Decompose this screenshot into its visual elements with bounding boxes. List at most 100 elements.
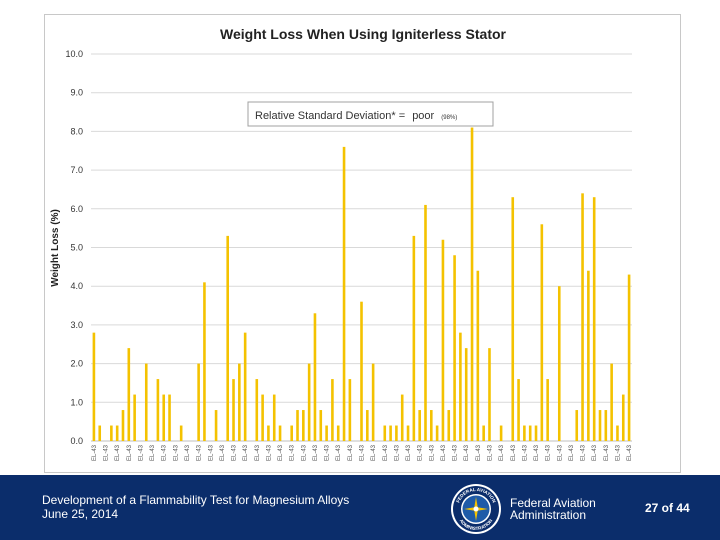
- x-tick-label: EL-43: [255, 444, 261, 461]
- x-tick-label: EL-43: [150, 444, 156, 461]
- bar: [627, 274, 631, 441]
- bar: [162, 394, 166, 441]
- bar: [110, 425, 113, 441]
- x-tick-label: EL-43: [348, 444, 354, 461]
- x-tick-label: EL-43: [360, 444, 366, 461]
- bar: [296, 410, 299, 441]
- bar: [197, 363, 200, 441]
- bar: [383, 425, 387, 441]
- y-tick-labels: 0.0 1.0 2.0 3.0 4.0 5.0 6.0 7.0 8.0 9.0 10.0: [65, 49, 83, 446]
- bar: [232, 379, 235, 441]
- x-tick-label: EL-43: [615, 444, 621, 461]
- bar: [342, 146, 346, 441]
- x-tick-label: EL-43: [592, 444, 598, 461]
- y-tick-label: 8.0: [70, 126, 83, 136]
- bar: [546, 379, 549, 441]
- footer-bar: Development of a Flammability Test for M…: [0, 475, 720, 540]
- bar: [325, 425, 328, 441]
- x-tick-label: EL-43: [290, 444, 296, 461]
- y-tick-label: 4.0: [70, 281, 83, 291]
- bar: [470, 127, 474, 441]
- x-tick-label: EL-43: [173, 444, 179, 461]
- x-tick-label: EL-43: [534, 444, 540, 461]
- x-tick-label: EL-43: [522, 444, 528, 461]
- bar: [499, 425, 503, 441]
- x-tick-label: EL-43: [383, 444, 389, 461]
- bar: [459, 332, 462, 441]
- bar: [179, 425, 183, 441]
- x-tick-label: EL-43: [476, 444, 482, 461]
- bar: [313, 313, 317, 441]
- bar: [511, 197, 515, 441]
- bars: [92, 127, 631, 441]
- x-tick-label: EL-43: [208, 444, 214, 461]
- x-tick-label: EL-43: [197, 444, 203, 461]
- x-tick-label: EL-43: [604, 444, 610, 461]
- x-tick-label: EL-43: [627, 444, 633, 461]
- bar: [528, 425, 532, 441]
- bar: [412, 235, 416, 441]
- x-tick-label: EL-43: [429, 444, 435, 461]
- bar: [453, 255, 456, 441]
- bar: [261, 394, 264, 441]
- bar: [464, 348, 468, 441]
- x-tick-label: EL-43: [232, 444, 238, 461]
- bar: [92, 332, 96, 441]
- bar: [400, 394, 404, 441]
- bar: [290, 425, 293, 441]
- y-tick-label: 2.0: [70, 359, 83, 369]
- rsd-annotation: Relative Standard Deviation* = poor (98%…: [247, 101, 494, 127]
- bar: [267, 425, 270, 441]
- bar: [406, 425, 410, 441]
- x-tick-label: EL-43: [511, 444, 517, 461]
- annotation-label: Relative Standard Deviation* =: [255, 110, 405, 122]
- bar: [121, 410, 125, 441]
- x-tick-label: EL-43: [371, 444, 377, 461]
- x-tick-label: EL-43: [569, 444, 575, 461]
- x-tick-label: EL-43: [115, 444, 121, 461]
- bar: [226, 235, 229, 441]
- x-tick-label: EL-43: [313, 444, 319, 461]
- bar: [98, 425, 102, 441]
- bar: [133, 394, 136, 441]
- y-axis-label: Weight Loss (%): [50, 209, 61, 287]
- bar: [604, 410, 608, 441]
- bar: [424, 204, 427, 441]
- bar: [581, 193, 584, 441]
- bar: [447, 410, 451, 441]
- bar: [302, 410, 305, 441]
- x-tick-label: EL-43: [557, 444, 563, 461]
- x-tick-label: EL-43: [92, 444, 98, 461]
- x-tick-label: EL-43: [278, 444, 284, 461]
- annotation-value: poor: [412, 110, 434, 122]
- bar: [540, 224, 544, 441]
- bar: [238, 363, 241, 441]
- page-number: 27 of 44: [645, 501, 690, 515]
- presentation-title: Development of a Flammability Test for M…: [42, 493, 350, 507]
- y-tick-label: 9.0: [70, 88, 83, 98]
- bar: [371, 363, 375, 441]
- bar: [278, 425, 282, 441]
- bar: [430, 410, 433, 441]
- x-tick-label: EL-43: [441, 444, 447, 461]
- bar: [575, 410, 579, 441]
- bar: [127, 348, 131, 441]
- chart-frame: Weight Loss When Using Igniterless Stato…: [44, 14, 681, 473]
- x-tick-label: EL-43: [336, 444, 342, 461]
- bar: [482, 425, 485, 441]
- x-tick-label: EL-43: [487, 444, 493, 461]
- bar: [395, 425, 398, 441]
- bar: [272, 394, 276, 441]
- x-tick-label: EL-43: [546, 444, 552, 461]
- x-tick-labels: EL-43 EL-43 EL-43 EL-43 EL-43 EL-43 EL-43 EL-43…: [92, 444, 633, 461]
- chart-title: Weight Loss When Using Igniterless Stato…: [220, 26, 507, 42]
- grid-lines: [91, 53, 632, 442]
- bar: [360, 301, 363, 441]
- bar: [476, 270, 480, 441]
- bar: [214, 410, 218, 441]
- bar: [319, 410, 323, 441]
- bar: [115, 425, 119, 441]
- bar: [441, 239, 445, 441]
- bar: [418, 410, 421, 441]
- x-tick-label: EL-43: [127, 444, 133, 461]
